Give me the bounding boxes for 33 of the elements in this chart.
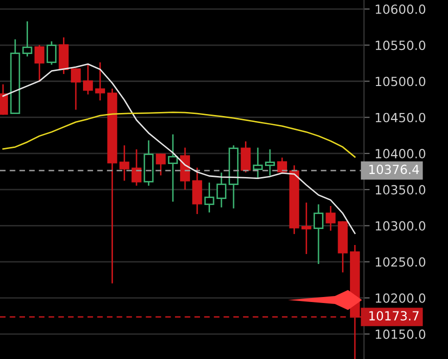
candlestick [301, 202, 312, 254]
candlestick [240, 141, 251, 172]
candlestick [277, 158, 288, 172]
y-tick-label: 10400.0 [376, 148, 426, 158]
candlestick [168, 134, 178, 202]
candlestick [252, 148, 263, 180]
y-tick-label: 10350.0 [376, 185, 426, 194]
y-tick-label: 10300.0 [376, 221, 426, 231]
candlestick [34, 45, 44, 82]
candlestick [326, 206, 336, 231]
candlestick [95, 62, 106, 100]
y-tick-label: 10150.0 [376, 329, 426, 339]
candlestick [83, 64, 93, 94]
ref-line-label: 10173.7 [369, 311, 419, 321]
candlestick [156, 154, 166, 176]
candlestick [22, 21, 32, 56]
y-tick-label: 10600.0 [376, 4, 426, 14]
candlestick [132, 149, 142, 186]
y-tick-label: 10450.0 [376, 112, 426, 122]
candlestick [314, 204, 324, 264]
candlestick [46, 41, 57, 65]
y-tick-label: 10550.0 [376, 40, 426, 50]
candlestick [204, 182, 214, 212]
y-tick-label: 10200.0 [376, 293, 426, 303]
y-tick-label: 10500.0 [376, 76, 426, 86]
candlestick [265, 149, 275, 176]
y-tick-label: 10250.0 [376, 257, 426, 267]
candlestick [70, 68, 81, 110]
candlestick [192, 168, 202, 214]
candlestick [119, 145, 130, 181]
candlestick [216, 172, 226, 208]
ref-line-label: 10376.4 [369, 164, 419, 174]
line-series [2, 112, 356, 158]
